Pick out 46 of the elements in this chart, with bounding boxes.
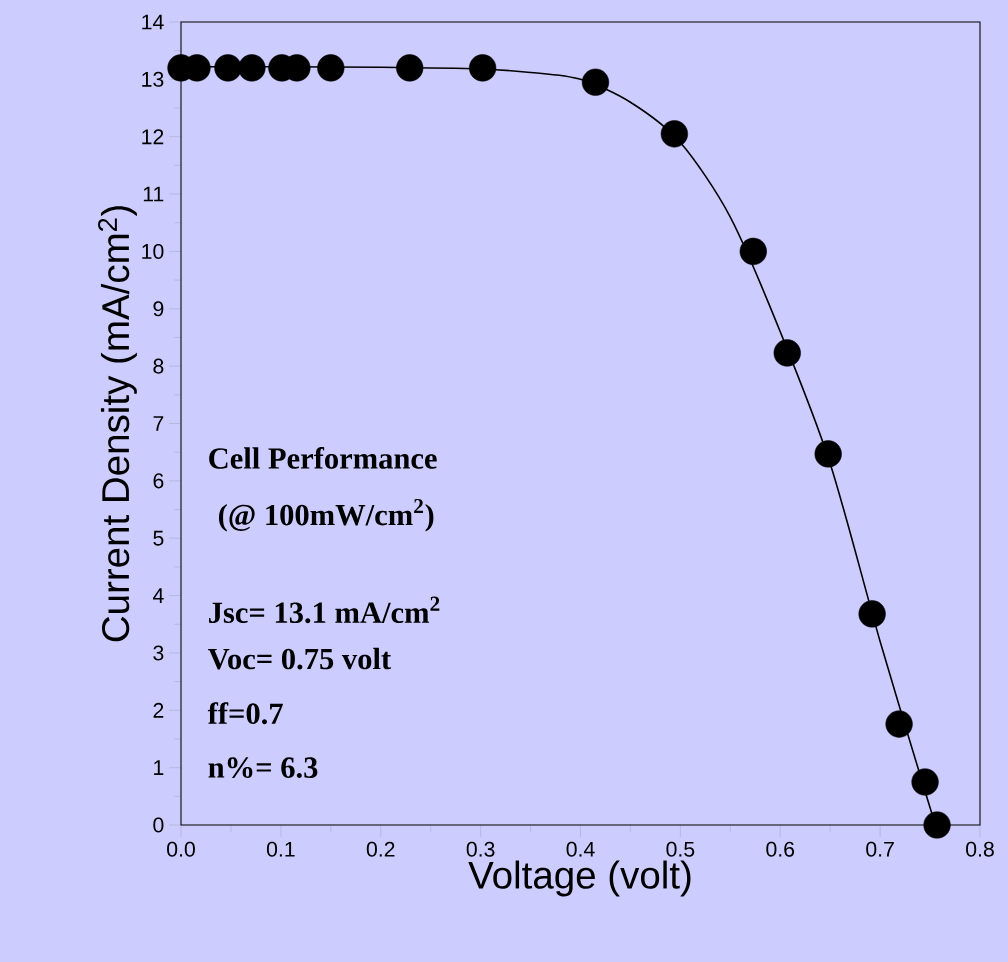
y-tick-label: 13 [142,71,164,87]
y-tick-label: 9 [153,301,164,317]
annotation: ff=0.7 [207,702,283,725]
point [469,54,497,82]
y-tick-label: 5 [153,530,164,546]
point [238,54,266,82]
point [581,68,610,96]
y-axis-title: Current Density (mA/cm$^{2}$) [98,206,137,642]
point [317,54,345,82]
point [660,120,688,148]
y-tick-label: 14 [142,14,164,30]
x-tick-label: 0.3 [466,841,495,857]
y-tick-label: 11 [143,186,164,202]
point [923,811,951,839]
y-tick-label: 4 [152,588,164,603]
y-tick-label: 3 [153,645,164,661]
annotation: n%= 6.3 [208,757,318,779]
point [911,768,939,796]
x-axis-title: Voltage (volt) [468,860,691,897]
y-tick-label: 6 [153,473,164,489]
y-tick-label: 12 [142,129,164,145]
text: (@ 100mW/cm$^{2}$) [218,498,434,532]
x-tick-label: 0.5 [666,841,695,857]
point [214,54,242,82]
point [885,710,913,738]
point [858,600,886,628]
x-tick-label: 0.4 [566,841,595,857]
x-tick-label: 0.1 [266,841,295,857]
y-tick-label: 8 [153,358,164,374]
y-tick-label: 10 [142,243,164,259]
x-tick-label: 0.6 [766,841,795,857]
text: Jsc= 13.1 mA/cm$^{2}$ [209,596,440,624]
x-tick-label: 0.8 [966,841,994,857]
y-tick-label: 2 [153,702,164,718]
annotation: Cell Performance [209,447,437,469]
point [739,237,767,266]
x-tick-label: 0.7 [866,841,894,857]
y-tick-label: 0 [153,817,164,833]
x-tick-label: 0.2 [366,841,395,857]
point [773,339,801,367]
point [814,440,842,468]
annotation: Voc= 0.75 volt [208,647,391,670]
point [396,54,424,82]
x-tick-label: 0.0 [167,841,195,857]
y-tick-label: 1 [154,760,164,775]
y-tick-label: 7 [153,416,164,431]
